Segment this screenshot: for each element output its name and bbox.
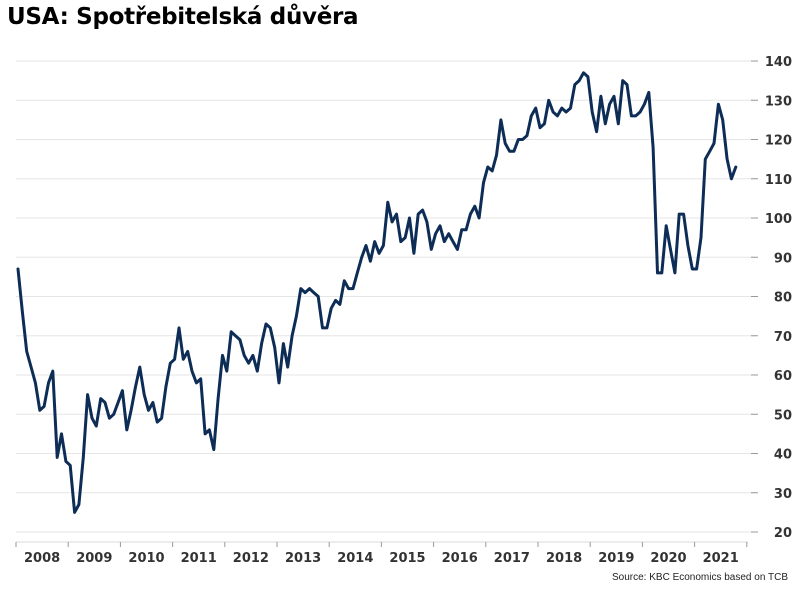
y-tick-label: 80 bbox=[774, 291, 792, 306]
y-axis: 20 30 40 50 60 70 80 90 100 110 120 130 140 bbox=[751, 55, 792, 541]
x-tick-label: 2020 bbox=[650, 551, 686, 566]
x-tick-label: 2021 bbox=[703, 551, 739, 566]
series-line bbox=[16, 71, 738, 514]
chart-title: USA: Spotřebitelská důvěra bbox=[7, 4, 359, 30]
x-tick-label: 2012 bbox=[233, 551, 269, 566]
source-note: Source: KBC Economics based on TCB bbox=[611, 572, 788, 583]
x-tick-label: 2013 bbox=[285, 551, 321, 566]
x-tick-label: 2019 bbox=[598, 551, 634, 566]
series-group bbox=[16, 71, 738, 514]
x-tick-label: 2010 bbox=[128, 551, 164, 566]
gridlines bbox=[16, 60, 755, 533]
y-tick-label: 70 bbox=[774, 330, 792, 345]
y-tick-label: 140 bbox=[765, 55, 792, 70]
y-tick-label: 50 bbox=[774, 408, 792, 423]
y-tick-label: 60 bbox=[774, 369, 792, 384]
x-tick-label: 2009 bbox=[76, 551, 112, 566]
y-tick-label: 30 bbox=[774, 487, 792, 502]
x-axis: 2008 2009 2010 2011 2012 2013 2014 2015 2016 2017… bbox=[15, 541, 748, 566]
x-tick-label: 2014 bbox=[337, 551, 373, 566]
x-tick-label: 2008 bbox=[24, 551, 60, 566]
y-tick-label: 90 bbox=[774, 251, 792, 266]
x-tick-label: 2016 bbox=[442, 551, 478, 566]
x-tick-label: 2017 bbox=[494, 551, 530, 566]
x-tick-label: 2011 bbox=[181, 551, 217, 566]
x-tick-label: 2018 bbox=[546, 551, 582, 566]
x-tick-label: 2015 bbox=[389, 551, 425, 566]
y-tick-label: 20 bbox=[774, 526, 792, 541]
y-tick-label: 40 bbox=[774, 448, 792, 463]
y-tick-label: 130 bbox=[765, 94, 792, 109]
y-tick-label: 110 bbox=[765, 173, 792, 188]
y-tick-label: 100 bbox=[765, 212, 792, 227]
y-tick-label: 120 bbox=[765, 134, 792, 149]
